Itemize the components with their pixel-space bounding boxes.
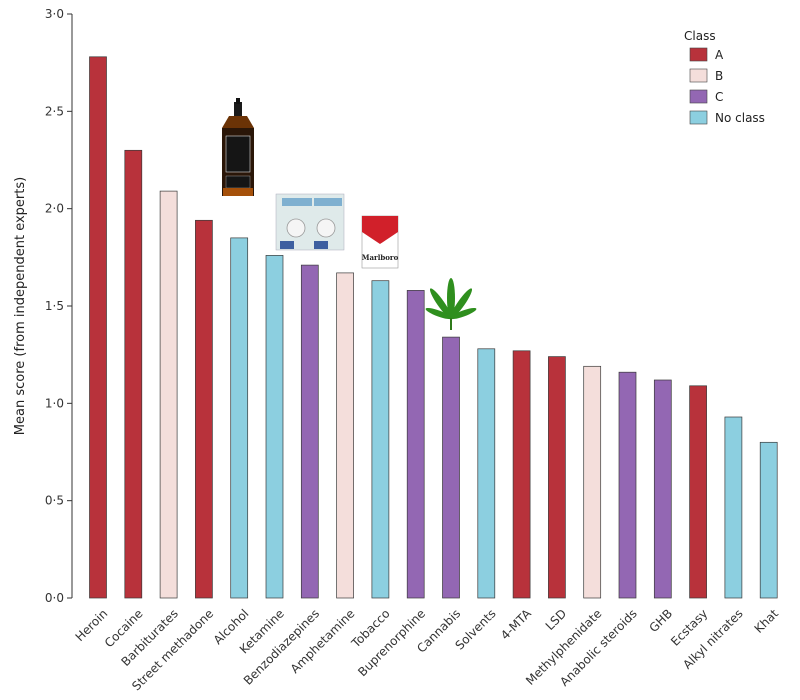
y-tick-label: 1·0	[45, 396, 64, 410]
bar-ecstasy	[689, 385, 707, 599]
cannabis-leaf-icon	[425, 278, 477, 330]
cigarette-pack-brand: Marlboro	[362, 253, 399, 262]
legend-label-a: A	[715, 48, 724, 62]
legend-swatch-b	[689, 68, 708, 83]
bar-khat	[759, 441, 778, 599]
y-tick-label: 2·5	[45, 104, 64, 118]
y-tick-label: 0·5	[45, 494, 64, 508]
bar-buprenorphine	[406, 290, 425, 599]
bars	[89, 56, 778, 599]
bar-barbiturates	[159, 190, 178, 599]
bar-benzodiazepines	[300, 264, 319, 599]
x-tick-label: GHB	[646, 606, 675, 635]
bar-methylphenidate	[583, 365, 602, 599]
bar-ketamine	[265, 255, 284, 599]
y-tick-label: 0·0	[45, 591, 64, 605]
y-tick-label: 2·0	[45, 202, 64, 216]
x-tick-label: Amphetamine	[288, 606, 358, 676]
cigarette-pack-icon: Marlboro	[361, 215, 399, 269]
bar-amphetamine	[336, 272, 354, 599]
legend-swatch-c	[689, 89, 708, 104]
bar-tobacco	[371, 280, 390, 599]
bar-alkyl-nitrates	[724, 416, 743, 599]
bar-cannabis	[442, 336, 460, 599]
bar-solvents	[477, 348, 496, 599]
bar-4-mta	[512, 350, 531, 599]
y-ticks: 0·0 0·5 1·0 1·5 2·0 2·5 3·0	[45, 7, 72, 605]
legend-title: Class	[684, 29, 716, 43]
bar-street-methadone	[195, 219, 213, 599]
bar-cocaine	[124, 149, 143, 599]
bar-alcohol	[230, 237, 249, 599]
legend-swatch-a	[689, 47, 708, 62]
bar-anabolic-steroids	[618, 371, 637, 599]
legend-label-no-class: No class	[715, 111, 765, 125]
legend: Class A B C No class	[684, 29, 765, 125]
legend-label-b: B	[715, 69, 723, 83]
y-tick-label: 1·5	[45, 299, 64, 313]
bar-lsd	[548, 356, 566, 599]
legend-label-c: C	[715, 90, 723, 104]
bar-ghb	[653, 379, 672, 599]
y-tick-label: 3·0	[45, 7, 64, 21]
bar-heroin	[89, 56, 107, 599]
legend-swatch-no-class	[689, 110, 708, 125]
y-axis-label: Mean score (from independent experts)	[13, 177, 28, 435]
pill-blister-pack-icon	[275, 193, 345, 251]
x-tick-label: 4-MTA	[498, 606, 535, 643]
whisky-bottle-icon	[222, 98, 254, 196]
x-tick-label: Khat	[752, 606, 782, 636]
x-tick-label: LSD	[543, 606, 570, 633]
